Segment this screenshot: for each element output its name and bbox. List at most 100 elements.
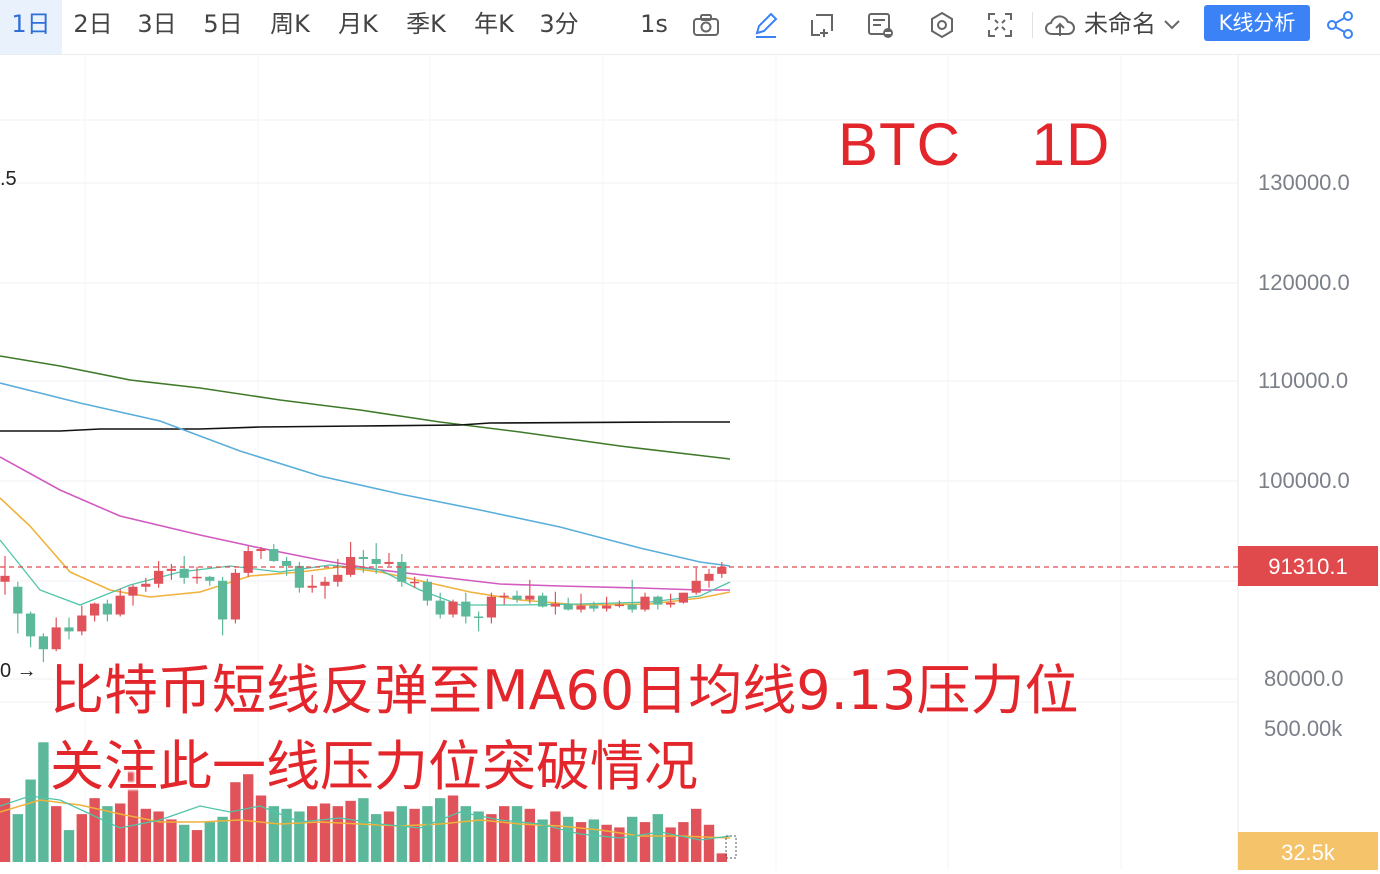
volume-ma-orange-line	[0, 799, 731, 839]
timeframe-quarter-button[interactable]: 季K	[406, 10, 446, 38]
candle-up	[704, 573, 714, 581]
volume-bar	[230, 782, 241, 862]
volume-bar	[127, 768, 139, 862]
volume-bar	[537, 819, 548, 862]
candle-up	[128, 586, 138, 596]
volume-bar	[447, 795, 459, 862]
candle-up	[166, 568, 176, 571]
volume-bar	[345, 800, 356, 862]
candle-down	[38, 636, 48, 650]
volume-bar	[268, 806, 279, 862]
layout-name-label[interactable]: 未命名	[1084, 10, 1156, 38]
chevron-down-icon[interactable]	[1156, 9, 1188, 41]
candle-down	[282, 560, 292, 566]
volume-bar	[319, 803, 331, 862]
volume-bar	[281, 808, 292, 862]
candle-up	[614, 604, 624, 607]
candle-down	[179, 568, 189, 578]
ma-black-line	[0, 421, 730, 432]
timeframe-5d-button[interactable]: 5日	[203, 10, 243, 38]
volume-bar	[38, 742, 49, 862]
volume-bar	[614, 827, 625, 862]
candle-down	[397, 561, 407, 582]
volume-bar	[140, 808, 151, 862]
timeframe-week-button[interactable]: 周K	[270, 10, 310, 38]
candle-down	[474, 616, 484, 619]
volume-bar	[499, 806, 510, 862]
volume-bar	[691, 808, 702, 862]
volume-ma-teal-line	[0, 795, 731, 841]
candle-up	[640, 596, 650, 610]
camera-icon[interactable]	[688, 9, 724, 41]
candle-down	[64, 627, 74, 632]
volume-bar	[102, 806, 113, 862]
volume-bar	[383, 811, 395, 862]
volume-bar	[639, 822, 651, 862]
candle-up	[115, 595, 125, 615]
candle-up	[346, 556, 356, 575]
candle-down	[13, 586, 23, 614]
candle-down	[589, 605, 599, 609]
candle-down	[461, 601, 471, 617]
volume-bar	[358, 798, 369, 862]
volume-bar	[703, 824, 715, 862]
candle-up	[77, 615, 87, 632]
timeframe-year-button[interactable]: 年K	[474, 10, 514, 38]
timeframe-3d-button[interactable]: 3日	[137, 10, 177, 38]
candle-down	[563, 603, 573, 610]
ma-orange-line	[0, 497, 731, 606]
indicator-toggle-icon[interactable]	[862, 9, 898, 41]
volume-bar	[243, 774, 254, 862]
moving-average-lines	[0, 355, 731, 606]
volume-bar	[716, 853, 727, 862]
volume-cursor-box	[725, 835, 737, 859]
volume-bar	[166, 819, 177, 862]
candle-up	[192, 576, 202, 579]
add-frame-icon[interactable]	[804, 9, 840, 41]
volume-bar	[153, 811, 164, 862]
candle-up	[678, 592, 688, 603]
candle-down	[435, 600, 445, 615]
fullscreen-icon[interactable]	[982, 9, 1018, 41]
timeframe-1d-button[interactable]: 1日	[0, 0, 62, 54]
timeframe-2d-button[interactable]: 2日	[73, 10, 113, 38]
cloud-icon[interactable]	[1042, 9, 1078, 41]
caption-line-1: 比特币短线反弹至MA60日均线9.13压力位	[50, 659, 1079, 722]
volume-bar	[588, 819, 599, 862]
ma-blue-line	[0, 382, 731, 567]
candle-up	[0, 575, 10, 582]
candle-up	[602, 605, 612, 609]
candle-up	[333, 574, 343, 582]
volume-bar	[51, 806, 62, 862]
volume-bar	[473, 811, 484, 862]
volume-bar	[460, 806, 471, 862]
candle-down	[102, 603, 112, 615]
timeframe-1s-button[interactable]: 1s	[640, 10, 668, 38]
volume-bar	[179, 824, 190, 862]
candle-down	[653, 596, 663, 605]
settings-icon[interactable]	[924, 9, 960, 41]
volume-bar	[89, 798, 100, 862]
pencil-icon[interactable]	[748, 9, 784, 41]
candle-up	[410, 581, 420, 584]
candle-up	[717, 566, 727, 574]
volume-bar	[0, 798, 11, 862]
volume-bar	[678, 822, 689, 862]
candle-down	[269, 549, 279, 561]
volume-bar	[627, 816, 638, 862]
price-axis-label: 80000.0	[1264, 666, 1344, 691]
volume-bar	[294, 811, 305, 862]
kline-analysis-button[interactable]: K线分析	[1204, 5, 1310, 41]
candle-up	[243, 551, 253, 573]
timeframe-month-button[interactable]: 月K	[338, 10, 378, 38]
volume-bar	[204, 822, 215, 862]
candle-down	[205, 576, 215, 581]
share-icon[interactable]	[1322, 9, 1358, 41]
chart-grid	[0, 55, 1238, 870]
kline-chart-canvas[interactable]	[0, 55, 1380, 870]
volume-bar	[601, 824, 612, 862]
timeframe-3min-button[interactable]: 3分	[539, 10, 579, 38]
volume-bar	[511, 806, 523, 862]
candle-up	[154, 570, 164, 584]
candle-up	[307, 585, 317, 588]
